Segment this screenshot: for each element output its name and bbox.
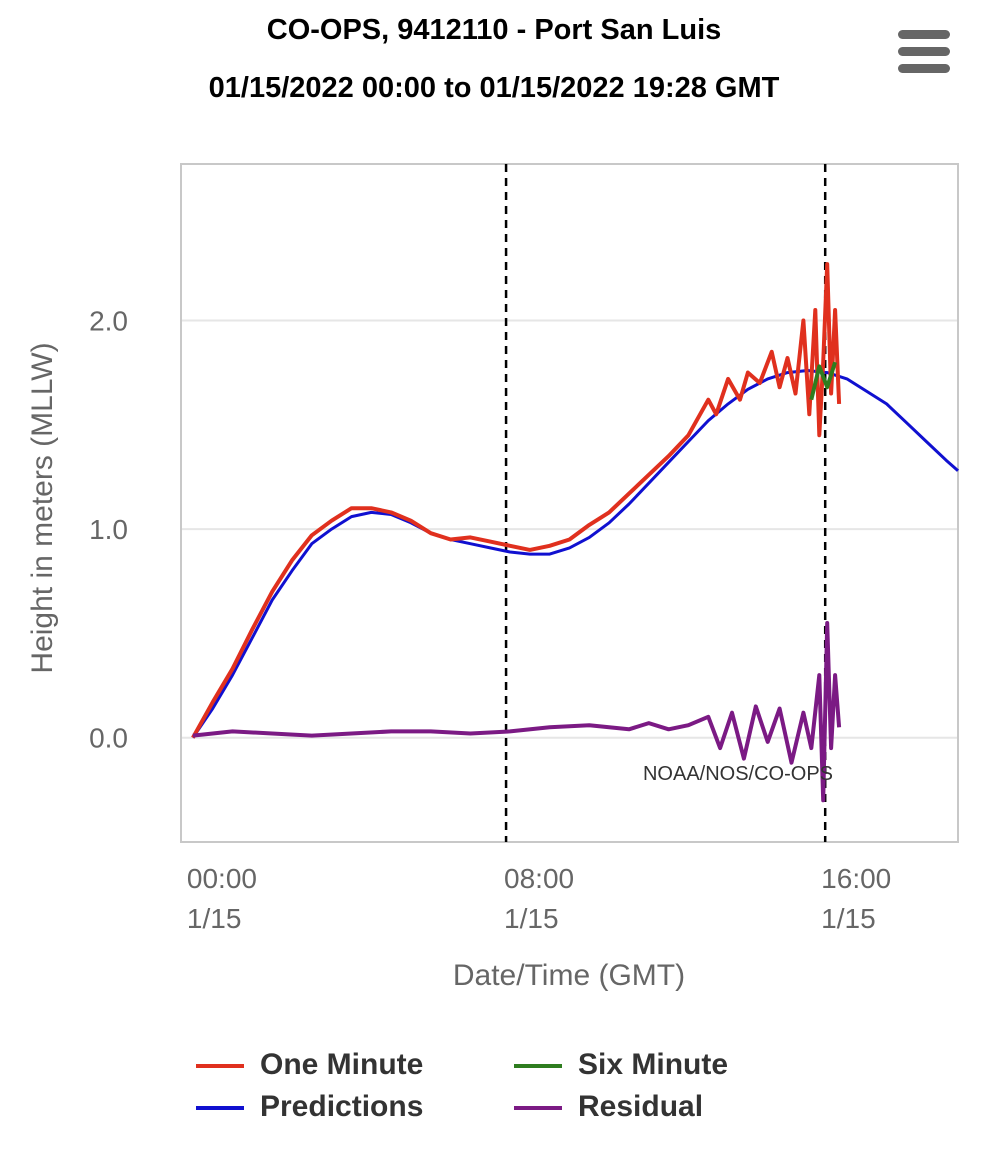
series-line-one-minute [191, 262, 842, 739]
y-axis-label: Height in meters (MLLW) [26, 342, 59, 673]
series-line-six-minute [809, 361, 838, 401]
y-tick-label: 2.0 [89, 305, 128, 336]
x-tick-labels: 00:00 1/15 08:00 1/15 16:00 1/15 [187, 863, 891, 934]
y-tick-label: 1.0 [89, 514, 128, 545]
legend-swatch [514, 1106, 562, 1110]
x-tick-time: 16:00 [821, 863, 891, 894]
series-line-residual [192, 621, 842, 803]
plot-border [180, 163, 959, 843]
legend-label: One Minute [260, 1048, 424, 1081]
menu-bar [898, 64, 950, 73]
legend-swatch [196, 1064, 244, 1068]
chart-subtitle: 01/15/2022 00:00 to 01/15/2022 19:28 GMT [208, 72, 780, 104]
series-line-predictions [191, 369, 959, 739]
hamburger-menu-icon[interactable] [896, 28, 952, 76]
legend-swatch [514, 1064, 562, 1068]
x-tick-date: 1/15 [187, 903, 242, 934]
chart-title: CO-OPS, 9412110 - Port San Luis [266, 14, 722, 46]
legend-swatch [196, 1106, 244, 1110]
y-tick-labels: 0.0 1.0 2.0 [89, 305, 128, 753]
menu-bar [898, 30, 950, 39]
x-tick-time: 00:00 [187, 863, 257, 894]
legend-label: Six Minute [578, 1048, 729, 1081]
series-lines [191, 262, 959, 803]
legend-label: Predictions [260, 1090, 424, 1123]
credit-text: NOAA/NOS/CO-OPS [643, 763, 833, 785]
grid-lines [181, 319, 958, 739]
y-tick-label: 0.0 [89, 723, 128, 754]
x-tick-date: 1/15 [504, 903, 559, 934]
chart-area: 0.0 1.0 2.0 00:00 1/15 08:00 1/15 16:00 1/15 He… [26, 163, 959, 992]
x-tick-date: 1/15 [821, 903, 876, 934]
legend-label: Residual [578, 1090, 704, 1123]
menu-bar [898, 47, 950, 56]
x-tick-time: 08:00 [504, 863, 574, 894]
vertical-markers [504, 164, 827, 842]
x-axis-label: Date/Time (GMT) [453, 959, 685, 992]
